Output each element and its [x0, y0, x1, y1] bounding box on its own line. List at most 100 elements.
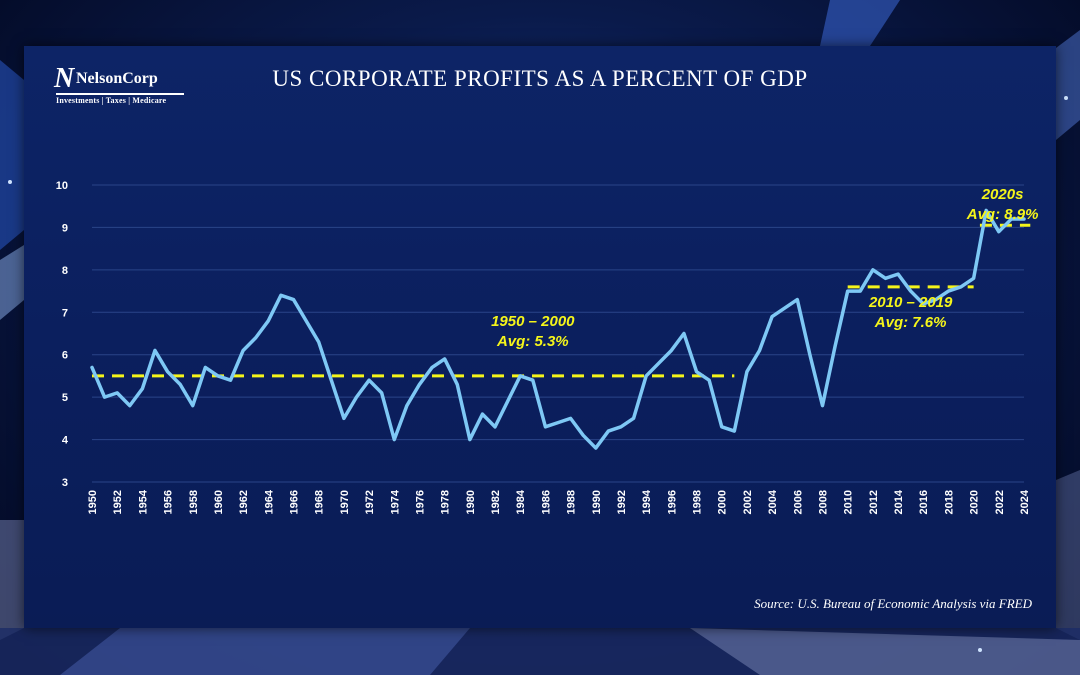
data-point — [997, 230, 1001, 233]
data-point — [90, 366, 94, 369]
data-point — [241, 349, 245, 352]
data-point — [833, 345, 837, 348]
data-point — [1010, 217, 1013, 221]
x-tick-label: 1968 — [314, 490, 326, 514]
data-point — [821, 404, 824, 407]
y-tick-label: 5 — [62, 392, 68, 404]
data-point — [103, 395, 106, 399]
data-point — [947, 289, 950, 293]
x-tick-label: 1958 — [188, 490, 200, 514]
data-point — [481, 412, 484, 416]
data-point — [204, 366, 207, 369]
y-axis-ticks: 3 4 5 6 7 8 9 10 — [56, 180, 69, 489]
x-tick-label: 1950 — [87, 490, 99, 514]
data-point — [342, 417, 346, 420]
data-point — [191, 404, 194, 407]
x-tick-label: 1992 — [616, 490, 628, 514]
x-axis-ticks: 1950 1952 1954 1956 1958 1960 1962 1964 1966 1968… — [87, 489, 1031, 514]
data-point — [871, 268, 875, 272]
data-point — [733, 429, 736, 433]
data-point — [670, 349, 673, 352]
average-value-label: Avg: 5.3% — [496, 333, 569, 350]
data-point — [556, 421, 560, 424]
y-tick-label: 7 — [62, 307, 68, 319]
data-point — [745, 370, 749, 373]
average-period-label: 1950 – 2000 — [491, 313, 575, 330]
data-point — [707, 378, 711, 382]
data-point — [493, 425, 497, 429]
data-point — [519, 374, 522, 378]
x-tick-label: 2018 — [943, 490, 955, 514]
x-tick-label: 1978 — [440, 490, 452, 514]
y-tick-label: 4 — [62, 435, 69, 447]
y-tick-label: 10 — [56, 180, 68, 192]
x-tick-label: 2002 — [742, 490, 754, 514]
average-value-label: Avg: 8.9% — [966, 206, 1039, 223]
data-point — [267, 319, 270, 322]
data-point — [720, 425, 723, 429]
x-tick-label: 2022 — [994, 490, 1006, 514]
data-point — [393, 438, 396, 441]
data-point — [292, 298, 295, 301]
chart-panel: N NelsonCorp Investments | Taxes | Medic… — [24, 46, 1056, 628]
data-point — [859, 289, 862, 293]
data-point — [115, 391, 119, 395]
x-tick-label: 2016 — [918, 490, 930, 514]
data-point — [317, 340, 320, 344]
data-point — [796, 298, 799, 301]
x-tick-label: 1966 — [289, 490, 301, 514]
y-tick-label: 6 — [62, 350, 68, 362]
x-tick-label: 1954 — [137, 489, 149, 514]
data-point — [380, 391, 383, 395]
chart-title: US CORPORATE PROFITS AS A PERCENT OF GDP — [272, 66, 808, 91]
data-point — [808, 353, 812, 356]
data-point — [1022, 217, 1026, 221]
y-tick-label: 3 — [62, 477, 68, 489]
data-point — [644, 374, 648, 378]
data-point — [619, 425, 623, 429]
data-point — [594, 446, 597, 450]
x-tick-label: 1998 — [692, 490, 704, 514]
y-tick-label: 8 — [62, 265, 68, 277]
x-tick-label: 1956 — [163, 490, 175, 514]
x-tick-label: 1972 — [364, 490, 376, 514]
data-point — [443, 357, 446, 361]
average-annotations: 1950 – 2000 Avg: 5.3% 2010 – 2019 Avg: 7.6%… — [491, 186, 1038, 350]
x-tick-label: 2020 — [969, 490, 981, 514]
data-point — [695, 370, 698, 373]
data-point — [632, 417, 635, 420]
average-period-label: 2010 – 2019 — [868, 294, 953, 311]
source-note: Source: U.S. Bureau of Economic Analysis… — [754, 596, 1032, 611]
x-tick-label: 2012 — [868, 490, 880, 514]
data-point — [468, 438, 472, 441]
x-tick-label: 1960 — [213, 490, 225, 514]
logo-mark: N — [54, 63, 75, 94]
data-point — [279, 294, 283, 297]
x-tick-label: 2004 — [767, 489, 779, 514]
data-point — [569, 417, 572, 420]
data-point — [166, 370, 169, 373]
data-point — [330, 378, 333, 382]
x-tick-label: 2006 — [792, 490, 804, 514]
x-tick-label: 1988 — [566, 490, 578, 514]
data-point — [418, 383, 421, 386]
x-tick-label: 1990 — [591, 490, 603, 514]
x-tick-label: 1970 — [339, 490, 351, 514]
data-point — [178, 383, 182, 386]
logo-rule — [56, 93, 184, 95]
x-tick-label: 1976 — [414, 490, 426, 514]
average-period-label: 2020s — [981, 186, 1024, 203]
nelsoncorp-logo: N NelsonCorp Investments | Taxes | Medic… — [52, 64, 192, 108]
data-point — [141, 387, 144, 390]
x-tick-label: 2014 — [893, 489, 905, 514]
data-point — [896, 272, 900, 276]
y-tick-label: 9 — [62, 222, 68, 234]
gridlines — [92, 184, 1024, 483]
data-point — [128, 404, 131, 407]
data-point — [367, 378, 371, 382]
x-tick-label: 1996 — [666, 490, 678, 514]
data-point — [254, 336, 257, 339]
x-tick-label: 1952 — [112, 490, 124, 514]
data-point — [922, 302, 925, 305]
